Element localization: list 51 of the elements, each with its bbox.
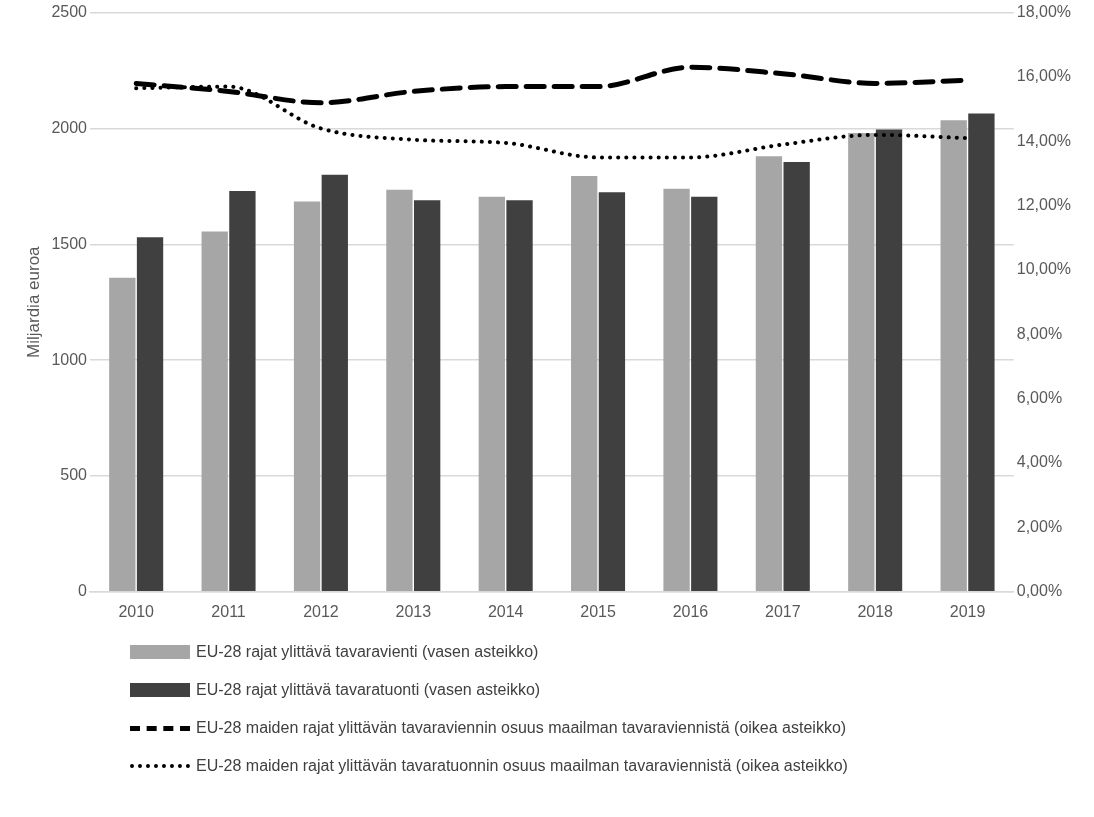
bar bbox=[755, 156, 783, 592]
y-tick-label: 1500 bbox=[51, 234, 88, 252]
y2-tick-label: 10,00% bbox=[1016, 260, 1071, 278]
y2-tick-label: 8,00% bbox=[1016, 324, 1063, 342]
legend-label: EU-28 rajat ylittävä tavaratuonti (vasen asteikko) bbox=[196, 681, 541, 699]
y-tick-label: 2000 bbox=[51, 118, 88, 136]
y-tick-label: 500 bbox=[60, 466, 88, 484]
y2-tick-label: 16,00% bbox=[1016, 67, 1071, 85]
bar bbox=[386, 189, 413, 592]
legend-label: EU-28 maiden rajat ylittävän tavaratuonnin osuus maailman tavaraviennistä (oikea asteikko) bbox=[196, 757, 848, 775]
bar bbox=[478, 196, 505, 592]
bar bbox=[940, 120, 967, 592]
y2-tick-label: 2,00% bbox=[1016, 517, 1063, 535]
y2-tick-label: 12,00% bbox=[1016, 196, 1071, 214]
bar bbox=[293, 201, 321, 592]
bar bbox=[136, 237, 164, 592]
y2-tick-label: 6,00% bbox=[1016, 389, 1063, 407]
bar bbox=[229, 190, 256, 592]
bar bbox=[571, 175, 598, 592]
y-axis-title: Miljardia euroa bbox=[23, 245, 43, 358]
bar bbox=[506, 200, 533, 592]
y-tick-label: 1000 bbox=[51, 350, 88, 368]
bar bbox=[783, 162, 810, 592]
bar bbox=[848, 133, 875, 592]
legend-label: EU-28 maiden rajat ylittävän tavaraviennin osuus maailman tavaraviennistä (oikea asteikko) bbox=[196, 719, 847, 737]
bar bbox=[201, 231, 228, 592]
bar bbox=[968, 113, 995, 592]
x-tick-label: 2012 bbox=[303, 602, 339, 620]
x-tick-label: 2017 bbox=[765, 602, 801, 620]
bar bbox=[414, 200, 441, 592]
bar bbox=[875, 129, 903, 592]
y-tick-label: 2500 bbox=[51, 3, 88, 21]
y2-tick-label: 18,00% bbox=[1016, 3, 1071, 21]
y2-tick-label: 4,00% bbox=[1016, 453, 1063, 471]
x-tick-label: 2018 bbox=[857, 602, 894, 620]
x-tick-label: 2011 bbox=[211, 602, 246, 620]
x-tick-label: 2013 bbox=[395, 602, 432, 620]
y2-tick-label: 14,00% bbox=[1016, 131, 1071, 149]
x-tick-label: 2010 bbox=[118, 602, 155, 620]
x-tick-label: 2016 bbox=[672, 602, 709, 620]
y2-tick-label: 0,00% bbox=[1016, 582, 1063, 600]
bar bbox=[321, 174, 348, 592]
legend-label: EU-28 rajat ylittävä tavaravienti (vasen asteikko) bbox=[196, 643, 539, 661]
x-tick-label: 2014 bbox=[487, 602, 524, 620]
y-tick-label: 0 bbox=[78, 582, 88, 600]
bar bbox=[109, 277, 136, 592]
x-tick-label: 2019 bbox=[949, 602, 986, 620]
x-tick-label: 2015 bbox=[580, 602, 616, 620]
bar bbox=[691, 196, 718, 592]
bar bbox=[663, 188, 690, 592]
bar bbox=[598, 192, 626, 592]
